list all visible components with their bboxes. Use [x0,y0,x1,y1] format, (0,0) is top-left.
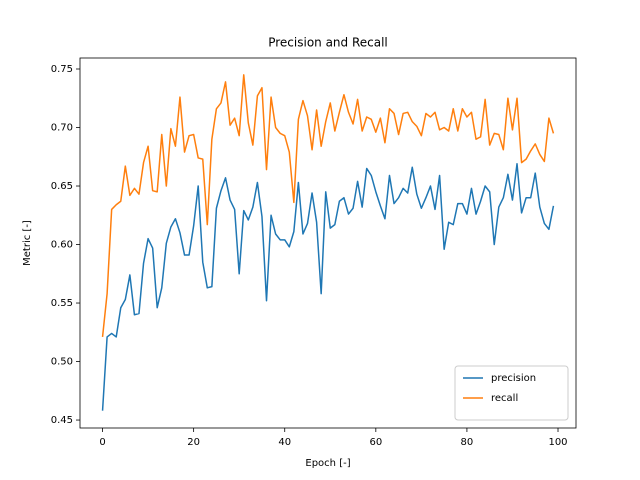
line-series [101,163,555,411]
x-tick-label: 0 [99,437,105,448]
y-tick-label: 0.70 [51,123,73,134]
y-tick-label: 0.60 [51,240,73,251]
x-tick-label: 80 [461,437,474,448]
legend-label: recall [491,393,518,404]
legend-box [454,365,569,421]
x-axis-label: Epoch [-] [305,458,350,469]
y-tick-label: 0.55 [51,298,73,309]
y-tick-label: 0.75 [51,64,73,75]
y-tick-label: 0.65 [51,181,73,192]
x-tick-label: 100 [548,437,567,448]
x-tick-label: 40 [278,437,291,448]
y-tick-label: 0.50 [51,357,73,368]
legend-label: precision [491,373,536,384]
x-tick-label: 60 [369,437,382,448]
chart-title: Precision and Recall [268,36,388,50]
axes-frame [79,57,577,429]
legend: precision recall [454,365,569,421]
x-tick-label: 20 [187,437,200,448]
line-series [101,74,555,338]
y-tick-label: 0.45 [51,415,73,426]
y-axis-label: Metric [-] [22,220,33,266]
